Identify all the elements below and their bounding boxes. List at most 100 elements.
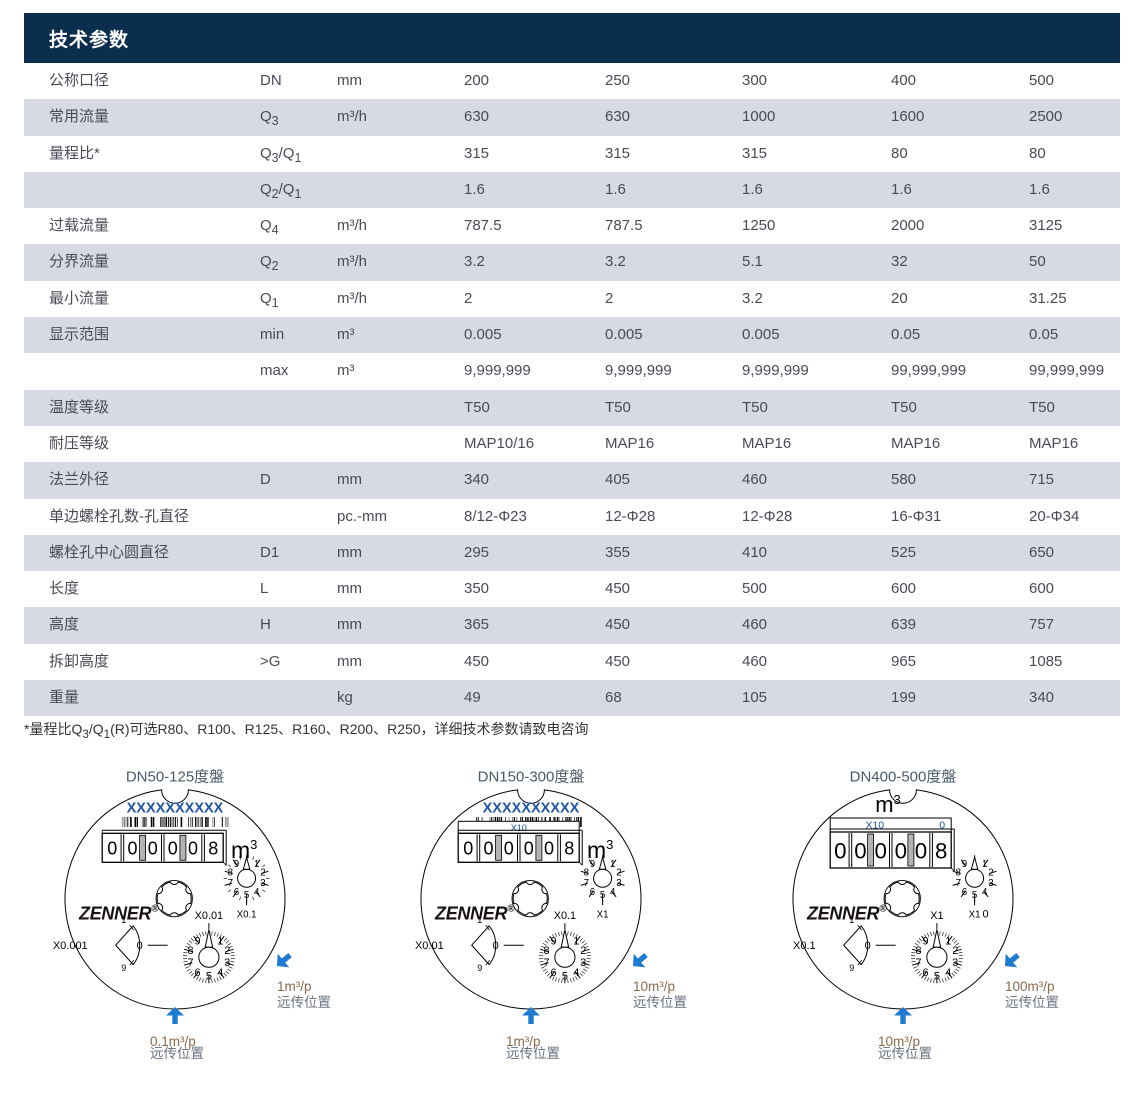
svg-text:3: 3 xyxy=(224,957,230,969)
svg-text:8: 8 xyxy=(187,945,193,957)
svg-text:2: 2 xyxy=(224,945,230,957)
svg-text:1: 1 xyxy=(254,859,259,870)
svg-text:7: 7 xyxy=(543,957,549,969)
svg-text:ZENNER®: ZENNER® xyxy=(806,903,887,923)
svg-text:0: 0 xyxy=(939,820,945,832)
svg-text:9: 9 xyxy=(194,935,200,947)
svg-text:8: 8 xyxy=(956,868,961,879)
svg-text:1: 1 xyxy=(217,935,223,947)
svg-text:8: 8 xyxy=(584,868,589,879)
svg-text:0: 0 xyxy=(168,839,178,859)
svg-text:3: 3 xyxy=(616,878,621,889)
svg-text:远传位置: 远传位置 xyxy=(277,995,331,1010)
svg-text:6: 6 xyxy=(922,967,928,979)
svg-text:7: 7 xyxy=(956,878,961,889)
svg-text:8: 8 xyxy=(564,839,574,859)
svg-text:0: 0 xyxy=(915,838,927,863)
svg-text:8: 8 xyxy=(543,945,549,957)
svg-text:8: 8 xyxy=(228,868,233,879)
svg-text:1: 1 xyxy=(945,935,951,947)
svg-text:9: 9 xyxy=(477,963,482,973)
svg-text:远传位置: 远传位置 xyxy=(150,1046,204,1061)
svg-text:2: 2 xyxy=(616,868,621,879)
svg-text:5: 5 xyxy=(206,970,212,982)
svg-text:1: 1 xyxy=(573,935,579,947)
svg-text:X1: X1 xyxy=(597,909,609,920)
svg-text:4: 4 xyxy=(573,967,579,979)
svg-text:3: 3 xyxy=(260,878,265,889)
svg-text:X0.01: X0.01 xyxy=(415,940,444,952)
svg-text:0: 0 xyxy=(834,838,846,863)
svg-text:10m³/p: 10m³/p xyxy=(633,979,675,994)
svg-text:3: 3 xyxy=(988,878,993,889)
svg-text:0: 0 xyxy=(127,839,137,859)
svg-text:5: 5 xyxy=(562,970,568,982)
svg-text:6: 6 xyxy=(962,887,967,898)
svg-text:4: 4 xyxy=(254,887,260,898)
svg-text:4: 4 xyxy=(217,967,223,979)
svg-text:XXXXXXXXXX: XXXXXXXXXX xyxy=(127,801,224,817)
svg-text:0: 0 xyxy=(493,940,499,952)
svg-text:3: 3 xyxy=(952,957,958,969)
svg-text:ZENNER®: ZENNER® xyxy=(78,903,159,923)
svg-text:0: 0 xyxy=(463,839,473,859)
svg-text:0: 0 xyxy=(483,839,493,859)
svg-text:6: 6 xyxy=(194,967,200,979)
svg-text:X0.001: X0.001 xyxy=(53,940,88,952)
svg-text:1m³/p: 1m³/p xyxy=(277,979,312,994)
svg-text:X0.1: X0.1 xyxy=(554,910,576,922)
svg-text:远传位置: 远传位置 xyxy=(878,1046,932,1061)
svg-text:X1: X1 xyxy=(969,909,981,920)
svg-text:9: 9 xyxy=(962,859,967,870)
svg-text:X0.1: X0.1 xyxy=(793,940,816,952)
svg-text:0: 0 xyxy=(137,940,143,952)
svg-text:0: 0 xyxy=(107,839,117,859)
svg-text:DN150-300度盤: DN150-300度盤 xyxy=(478,769,585,786)
svg-text:X1: X1 xyxy=(930,910,943,922)
svg-text:3: 3 xyxy=(580,957,586,969)
svg-text:5: 5 xyxy=(934,970,940,982)
svg-text:0: 0 xyxy=(544,839,554,859)
svg-text:X10: X10 xyxy=(511,823,527,833)
svg-text:0: 0 xyxy=(524,839,534,859)
svg-text:0: 0 xyxy=(504,839,514,859)
svg-text:XXXXXXXXXX: XXXXXXXXXX xyxy=(483,801,580,817)
svg-text:2: 2 xyxy=(988,868,993,879)
svg-text:4: 4 xyxy=(610,887,616,898)
svg-text:8: 8 xyxy=(208,839,218,859)
svg-text:9: 9 xyxy=(849,963,854,973)
svg-text:0: 0 xyxy=(148,839,158,859)
svg-text:4: 4 xyxy=(945,967,951,979)
svg-text:DN50-125度盤: DN50-125度盤 xyxy=(126,769,224,786)
svg-text:1: 1 xyxy=(477,915,482,925)
svg-text:7: 7 xyxy=(228,878,233,889)
svg-text:0: 0 xyxy=(874,838,886,863)
svg-text:9: 9 xyxy=(121,963,126,973)
svg-text:7: 7 xyxy=(915,957,921,969)
svg-text:0: 0 xyxy=(865,940,871,952)
svg-text:1: 1 xyxy=(982,859,987,870)
svg-text:6: 6 xyxy=(550,967,556,979)
svg-text:0: 0 xyxy=(854,838,866,863)
svg-text:2: 2 xyxy=(260,868,265,879)
svg-text:远传位置: 远传位置 xyxy=(1005,995,1059,1010)
svg-text:2: 2 xyxy=(580,945,586,957)
svg-text:m3: m3 xyxy=(875,792,901,817)
svg-text:9: 9 xyxy=(550,935,556,947)
svg-text:X0.01: X0.01 xyxy=(195,910,223,922)
svg-text:远传位置: 远传位置 xyxy=(506,1046,560,1061)
svg-text:8: 8 xyxy=(935,838,947,863)
svg-text:9: 9 xyxy=(922,935,928,947)
svg-text:1: 1 xyxy=(849,915,854,925)
svg-text:1: 1 xyxy=(121,915,126,925)
svg-text:2: 2 xyxy=(952,945,958,957)
svg-text:8: 8 xyxy=(915,945,921,957)
svg-text:100m³/p: 100m³/p xyxy=(1005,979,1055,994)
svg-text:0: 0 xyxy=(895,838,907,863)
svg-text:7: 7 xyxy=(584,878,589,889)
svg-text:远传位置: 远传位置 xyxy=(633,995,687,1010)
svg-text:0: 0 xyxy=(983,908,989,920)
svg-text:9: 9 xyxy=(234,859,239,870)
svg-text:DN400-500度盤: DN400-500度盤 xyxy=(850,769,957,786)
svg-text:7: 7 xyxy=(187,957,193,969)
